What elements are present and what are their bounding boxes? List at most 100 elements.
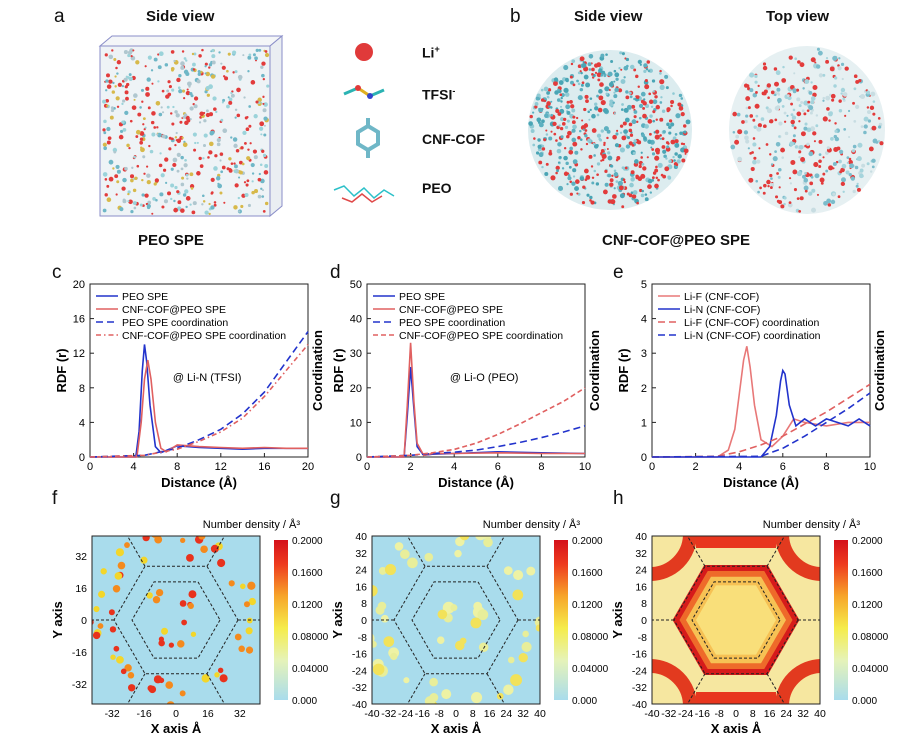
density-spot [243, 601, 251, 608]
colorbar-tick-label: 0.000 [572, 696, 597, 707]
density-spot [459, 536, 470, 541]
panel-a-title: Side view [146, 8, 215, 25]
cnf-cof-icon [356, 118, 380, 158]
density-spot [450, 604, 458, 612]
x-tick-label: 40 [814, 708, 826, 720]
x-tick-label: 0 [649, 461, 655, 473]
density-spot [473, 601, 483, 611]
framework-edge [686, 673, 706, 704]
density-spot [535, 624, 540, 632]
panel-a-caption: PEO SPE [138, 232, 204, 249]
framework-edge [486, 536, 506, 567]
cof-side-snapshot [528, 50, 692, 210]
series-line-0 [652, 346, 870, 458]
panel-letter-c: c [52, 262, 62, 283]
x-tick-label: 8 [538, 461, 544, 473]
density-core-region [696, 585, 776, 655]
y-tick-label: 0 [356, 452, 362, 464]
x-tick-label: -16 [415, 708, 430, 720]
framework-edge [766, 536, 786, 567]
y-axis-label: Y axis [50, 601, 65, 638]
density-spot [158, 636, 165, 642]
density-spot [181, 619, 188, 626]
x-tick-label: 16 [484, 708, 496, 720]
panel-letter-b: b [510, 6, 521, 27]
x-tick-label: 40 [534, 708, 546, 720]
legend-entry-0: PEO SPE [399, 291, 445, 303]
pore-outline-inner [131, 581, 221, 659]
series-line-1 [652, 368, 871, 458]
density-spot [180, 537, 186, 544]
density-spot [424, 696, 436, 704]
density-spot [214, 672, 220, 678]
density-spot [113, 645, 120, 652]
y-tick-label: -32 [352, 682, 367, 694]
density-spot [512, 589, 524, 601]
y-tick-label: 1 [641, 417, 647, 429]
panel-letter-e: e [613, 262, 624, 283]
density-spot [403, 677, 410, 684]
colorbar [274, 540, 288, 700]
y-tick-label: 16 [635, 581, 647, 593]
series-line-3 [89, 343, 309, 458]
colorbar-tick-label: 0.04000 [852, 664, 889, 675]
y2-axis-label: Coordination [587, 330, 602, 411]
legend-entry-0: Li-F (CNF-COF) [684, 291, 759, 303]
peo-icon [333, 185, 395, 203]
colorbar-tick-label: 0.1200 [852, 600, 883, 611]
x-tick-label: 6 [495, 461, 501, 473]
y-tick-label: 0 [81, 615, 87, 627]
colorbar-tick-label: 0.04000 [572, 664, 609, 675]
x-tick-label: 8 [174, 461, 180, 473]
colorbar [834, 540, 848, 700]
tfsi-icon [343, 85, 385, 99]
framework-edge [206, 536, 226, 567]
framework-edge [126, 673, 146, 704]
x-tick-label: 0 [453, 708, 459, 720]
x-tick-label: -24 [678, 708, 693, 720]
density-spot [92, 631, 101, 640]
density-spot [445, 524, 457, 536]
panel-letter-a: a [54, 6, 65, 27]
x-tick-label: 16 [764, 708, 776, 720]
framework-edge [206, 673, 226, 704]
density-spot [98, 590, 106, 598]
colorbar-tick-label: 0.000 [852, 696, 877, 707]
y-axis-label: RDF (r) [331, 348, 346, 392]
density-spot [142, 536, 150, 542]
y-tick-label: 50 [350, 279, 362, 291]
x-tick-label: 0 [364, 461, 370, 473]
density-spot [470, 617, 482, 629]
density-spot [522, 630, 529, 638]
series-line-0 [90, 344, 308, 458]
heatmap-background [92, 536, 260, 704]
density-map-cof: -40 -32 -24 -16 -8 0 8 16 24 32 404032241680-8-16-… [610, 518, 889, 736]
x-axis-label: X axis Å [151, 721, 202, 736]
colorbar-tick-label: 0.1200 [572, 600, 603, 611]
density-spot [128, 684, 136, 692]
density-spot [154, 536, 163, 544]
density-spot [168, 642, 175, 648]
density-spot [127, 671, 135, 679]
density-spot [100, 568, 107, 575]
density-spot [471, 691, 483, 704]
density-spot [247, 581, 256, 590]
density-spot [177, 640, 185, 648]
x-tick-label: 10 [864, 461, 876, 473]
x-tick-label: 4 [131, 461, 137, 473]
density-spot [437, 609, 448, 620]
x-tick-label: 0 [87, 461, 93, 473]
framework-edge [766, 673, 786, 704]
colorbar-tick-label: 0.04000 [292, 664, 329, 675]
x-tick-label: -32 [661, 708, 676, 720]
density-spot [179, 600, 187, 607]
density-spot [108, 609, 115, 616]
density-spot [210, 544, 219, 553]
colorbar-tick-label: 0.08000 [572, 632, 609, 643]
y-tick-label: 30 [350, 348, 362, 360]
x-tick-label: 32 [797, 708, 809, 720]
density-spot [171, 536, 175, 537]
density-map-cof-peo: -40 -32 -24 -16 -8 0 8 16 24 32 404032241680-8-16-… [330, 518, 609, 736]
density-spot [146, 592, 153, 599]
x-tick-label: 0 [173, 708, 179, 720]
